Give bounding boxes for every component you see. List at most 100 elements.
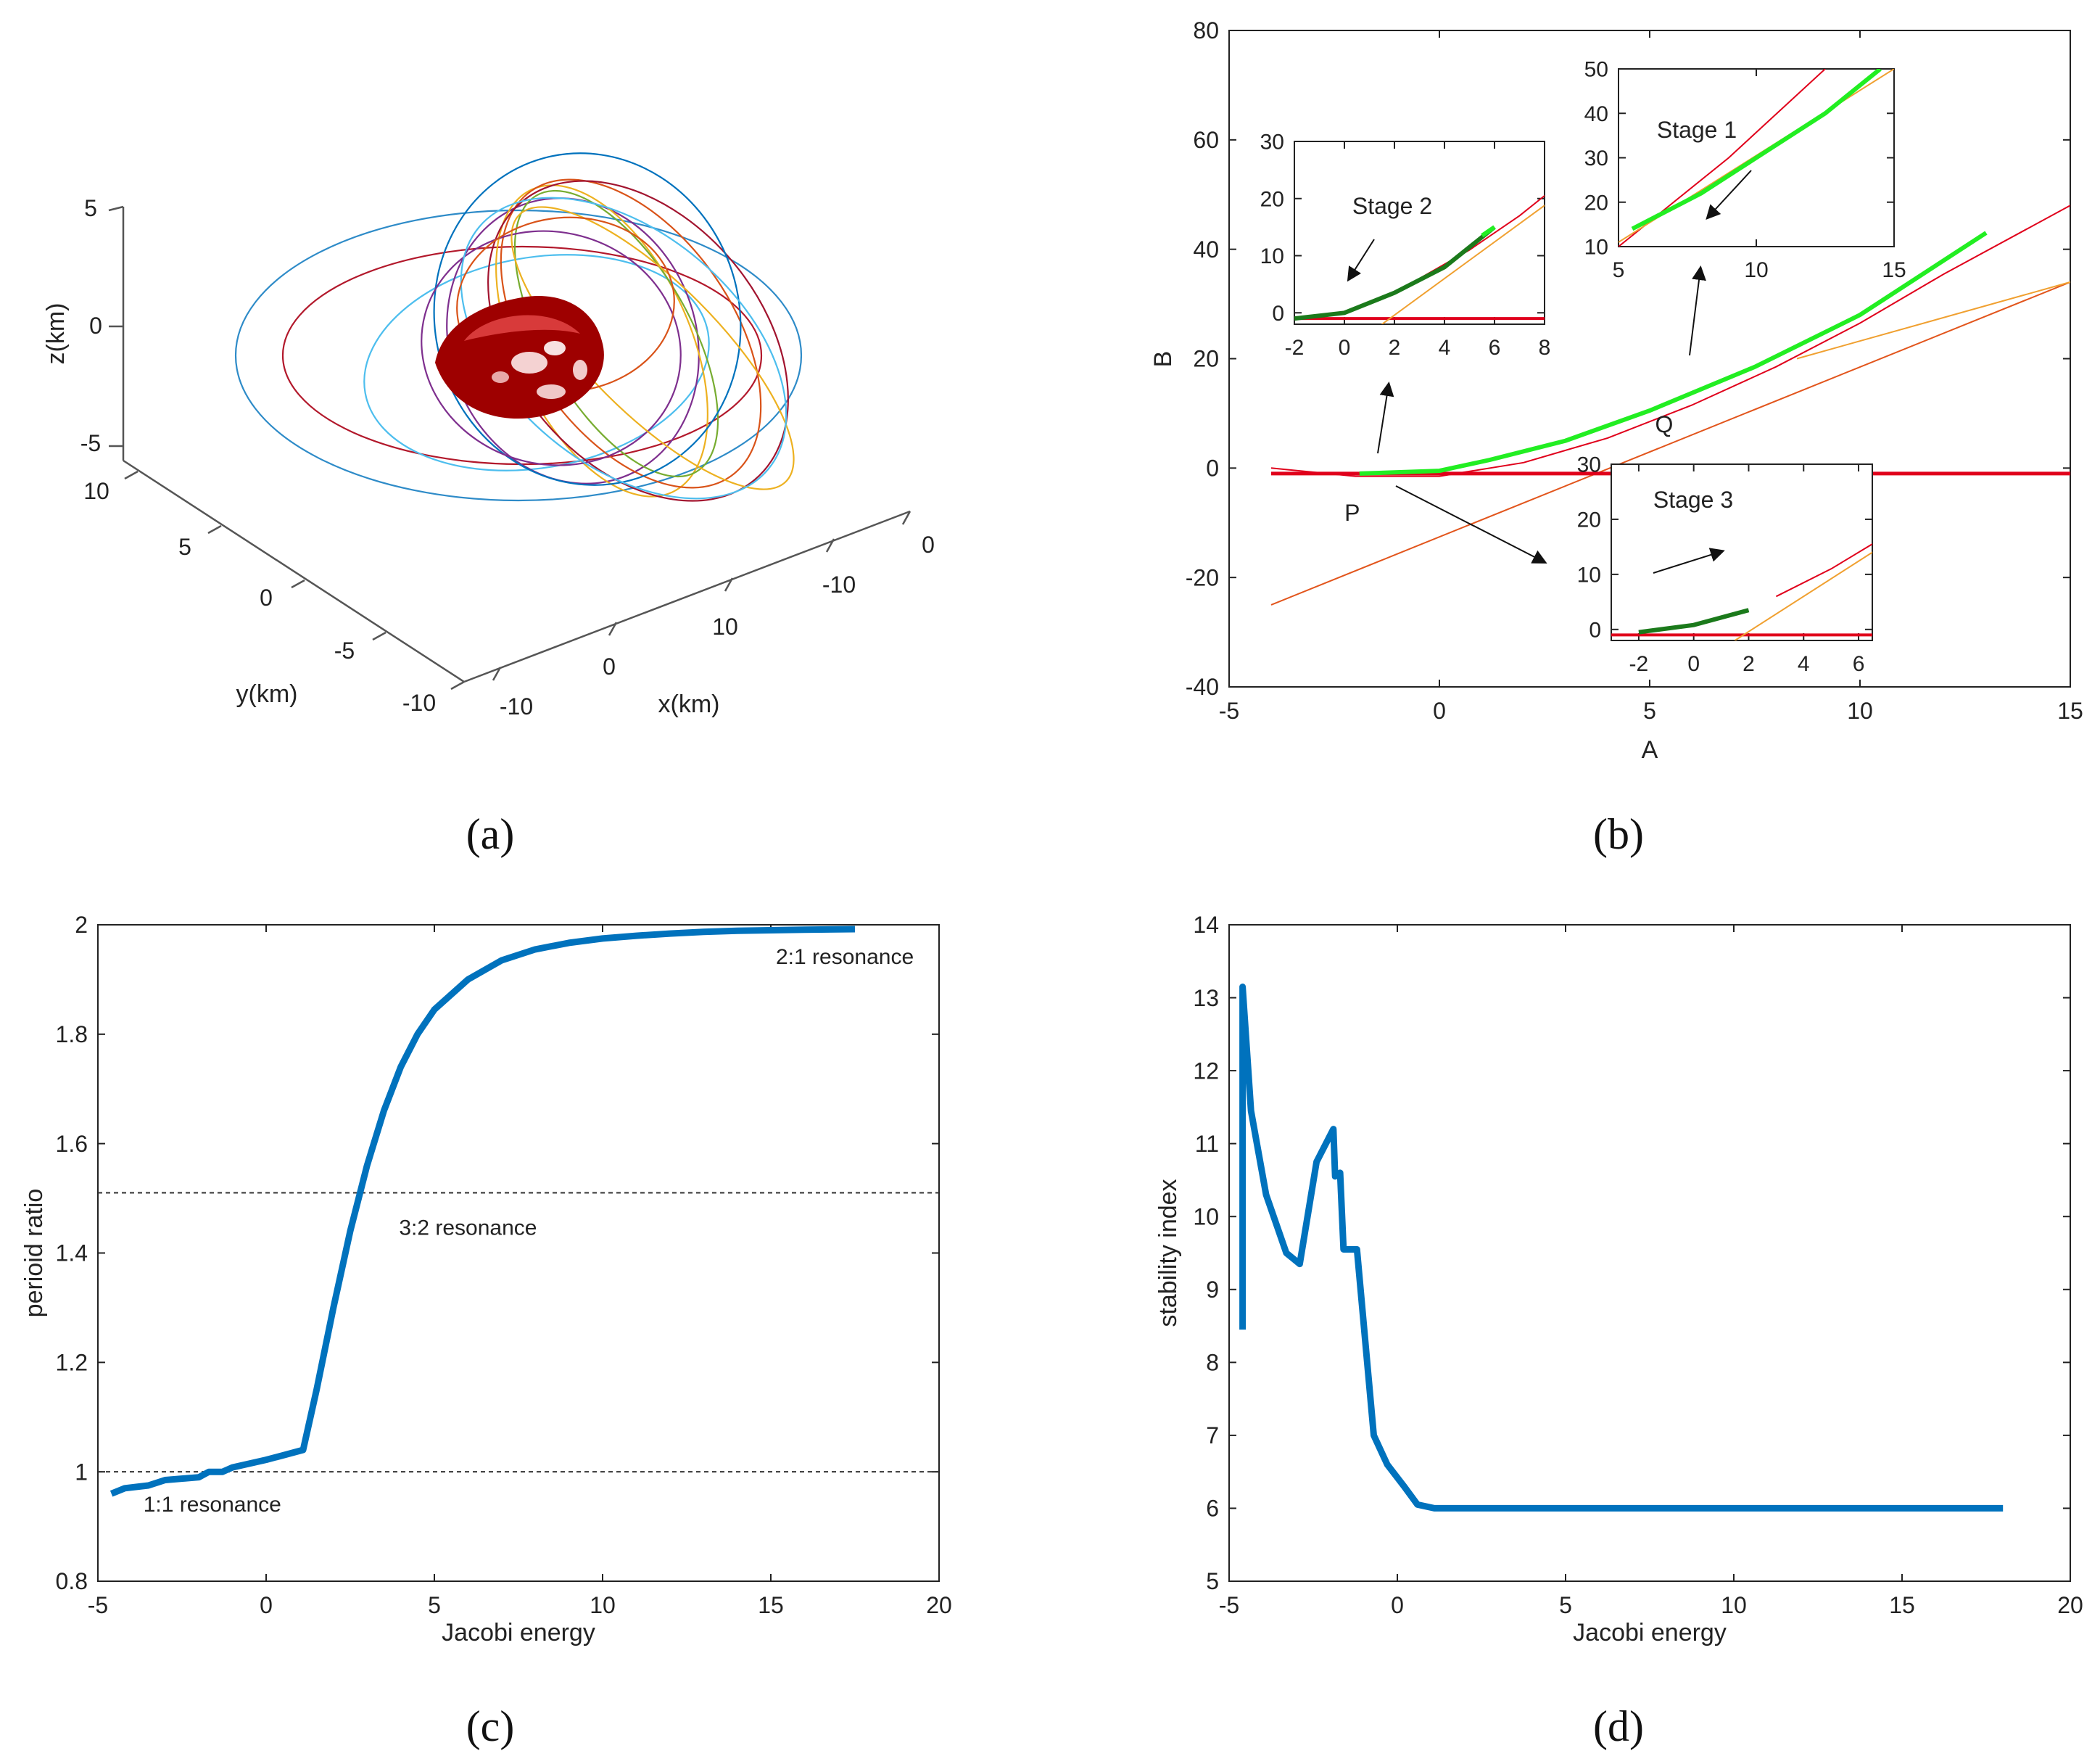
inset-0-y-tick-label: 30 — [1260, 131, 1284, 154]
panel-d-chart: -5 0 5 10 15 20 5 6 7 8 9 10 11 12 13 14 Jacobi energy st… — [1154, 912, 2083, 1646]
inset-green-curve — [1294, 225, 1496, 321]
inset-stage-label: Stage 2 — [1352, 193, 1432, 219]
panel-d-y-tick-label: 9 — [1206, 1277, 1219, 1303]
annotation-arrow — [1689, 265, 1706, 356]
panel-b-orange-line — [1270, 281, 2070, 606]
resonance-label-1-1: 1:1 resonance — [144, 1493, 281, 1517]
panel-a-x-tick: 0 — [922, 532, 935, 558]
panel-d-x-tick-label: 5 — [1559, 1592, 1572, 1618]
resonance-label-3-2: 3:2 resonance — [399, 1216, 537, 1240]
panel-a-y-tick: 10 — [83, 478, 109, 504]
orbit — [510, 206, 795, 490]
annotation-arrow — [1653, 548, 1725, 574]
panel-a-y-label: y(km) — [236, 680, 298, 708]
inset-2-x-tick-label: -2 — [1629, 652, 1649, 676]
inset-2-y-tick-label: 10 — [1577, 563, 1601, 587]
panel-b-x-tick-label: 0 — [1433, 698, 1446, 724]
panel-a-z-tick: 5 — [84, 195, 97, 221]
panel-b-y-tick-label: 40 — [1193, 236, 1219, 263]
point-label-Q: Q — [1655, 411, 1674, 437]
orbit — [363, 254, 710, 471]
inset-lines — [1294, 194, 1545, 324]
panel-c-x-label: Jacobi energy — [442, 1619, 595, 1646]
panel-b-x-tick-label: -5 — [1219, 698, 1239, 724]
panel-a-x-tick: 10 — [712, 614, 738, 640]
inset-orange-line — [1381, 204, 1545, 324]
panel-d-y-tick-label: 8 — [1206, 1350, 1219, 1376]
panel-d-y-tick-label: 10 — [1193, 1203, 1219, 1229]
inset-0-x-tick-label: 6 — [1489, 336, 1501, 360]
inset-2-y-tick-label: 20 — [1577, 508, 1601, 532]
inset-stage-label: Stage 1 — [1657, 117, 1737, 143]
inset-0-x-tick-label: 0 — [1339, 336, 1351, 360]
annotation-arrow — [1706, 170, 1752, 220]
inset-red-curve — [1775, 543, 1872, 598]
panel-a-y-axis — [123, 459, 465, 683]
panel-d-y-tick-label: 12 — [1193, 1058, 1219, 1084]
panel-c-y-tick-label: 1.2 — [56, 1350, 88, 1376]
orbit — [460, 197, 788, 500]
panel-c-y-label: perioid ratio — [20, 1189, 48, 1318]
panel-a-y-tick: 5 — [178, 534, 191, 560]
inset-2-x-tick-label: 4 — [1798, 652, 1810, 676]
panel-d-y-tick-label: 5 — [1206, 1568, 1219, 1594]
panel-a-y-tick: -10 — [402, 690, 436, 716]
inset-0-y-tick-label: 0 — [1272, 302, 1284, 326]
panel-a-x-tick: -10 — [500, 693, 533, 720]
panel-b-x-tick-label: 15 — [2057, 698, 2083, 724]
inset-1-x-tick-label: 10 — [1744, 258, 1768, 282]
inset-2-y-tick-label: 30 — [1577, 453, 1601, 477]
inset-0-x-tick-label: -2 — [1285, 336, 1305, 360]
panel-c-x-tick-label: 5 — [428, 1592, 441, 1618]
inset-stage-3: -2 0 2 4 6 0 10 20 30 Stage 3 — [1577, 453, 1873, 676]
panel-d-x-tick-label: 20 — [2057, 1592, 2083, 1618]
annotation-arrow — [1347, 239, 1375, 282]
panel-c-axes-frame — [97, 924, 940, 1582]
inset-1-y-tick-label: 10 — [1584, 236, 1608, 260]
inset-lines — [1619, 69, 1894, 247]
panel-d-x-tick-label: 15 — [1889, 1592, 1915, 1618]
inset-0-x-tick-label: 8 — [1539, 336, 1551, 360]
orbit — [421, 230, 682, 466]
inset-green-curve — [1638, 608, 1750, 635]
panel-d-axes-frame — [1228, 924, 2071, 1582]
inset-orange-line — [1734, 551, 1872, 640]
panel-d-y-tick-label: 13 — [1193, 985, 1219, 1011]
inset-2-x-tick-label: 0 — [1687, 652, 1700, 676]
panel-b-x-label: A — [1642, 736, 1658, 764]
inset-1-y-tick-label: 50 — [1584, 58, 1608, 82]
panel-a-z-label: z(km) — [42, 303, 70, 365]
panel-a-x-tick: 0 — [603, 654, 616, 680]
asteroid-shape — [435, 296, 604, 419]
subfigure-label-c: (c) — [466, 1702, 515, 1750]
panel-d-y-label: stability index — [1154, 1179, 1182, 1327]
panel-a-x-tick: -10 — [822, 572, 856, 598]
panel-a-z-tick: -5 — [80, 430, 101, 456]
panel-a-y-tick: -5 — [334, 638, 355, 664]
panel-b-x-tick-label: 5 — [1643, 698, 1656, 724]
point-label-P: P — [1344, 500, 1360, 526]
panel-d-y-tick-label: 11 — [1195, 1131, 1219, 1157]
panel-d-y-tick-label: 7 — [1206, 1422, 1219, 1448]
stability-index-line — [1239, 984, 2004, 1512]
inset-2-x-tick-label: 2 — [1743, 652, 1755, 676]
panel-b-y-tick-label: 0 — [1206, 456, 1219, 482]
panel-c-x-tick-label: 20 — [926, 1592, 952, 1618]
panel-c-y-tick-label: 1.8 — [56, 1021, 88, 1047]
panel-b-y-label: B — [1149, 351, 1177, 368]
inset-1-x-tick-label: 5 — [1613, 258, 1625, 282]
annotation-arrow — [1395, 485, 1547, 564]
inset-2-y-tick-label: 0 — [1589, 618, 1601, 642]
panel-c-y-tick-label: 1.4 — [56, 1240, 88, 1266]
inset-green-tip — [1481, 225, 1496, 238]
panel-b-y-tick-label: -20 — [1186, 564, 1219, 590]
inset-lines — [1611, 543, 1872, 640]
inset-2-x-tick-label: 6 — [1853, 652, 1865, 676]
panel-c-x-tick-label: 15 — [758, 1592, 784, 1618]
panel-c-y-tick-label: 0.8 — [56, 1568, 88, 1594]
inset-stage-label: Stage 3 — [1653, 487, 1733, 513]
panel-b-y-tick-label: 60 — [1193, 127, 1219, 153]
